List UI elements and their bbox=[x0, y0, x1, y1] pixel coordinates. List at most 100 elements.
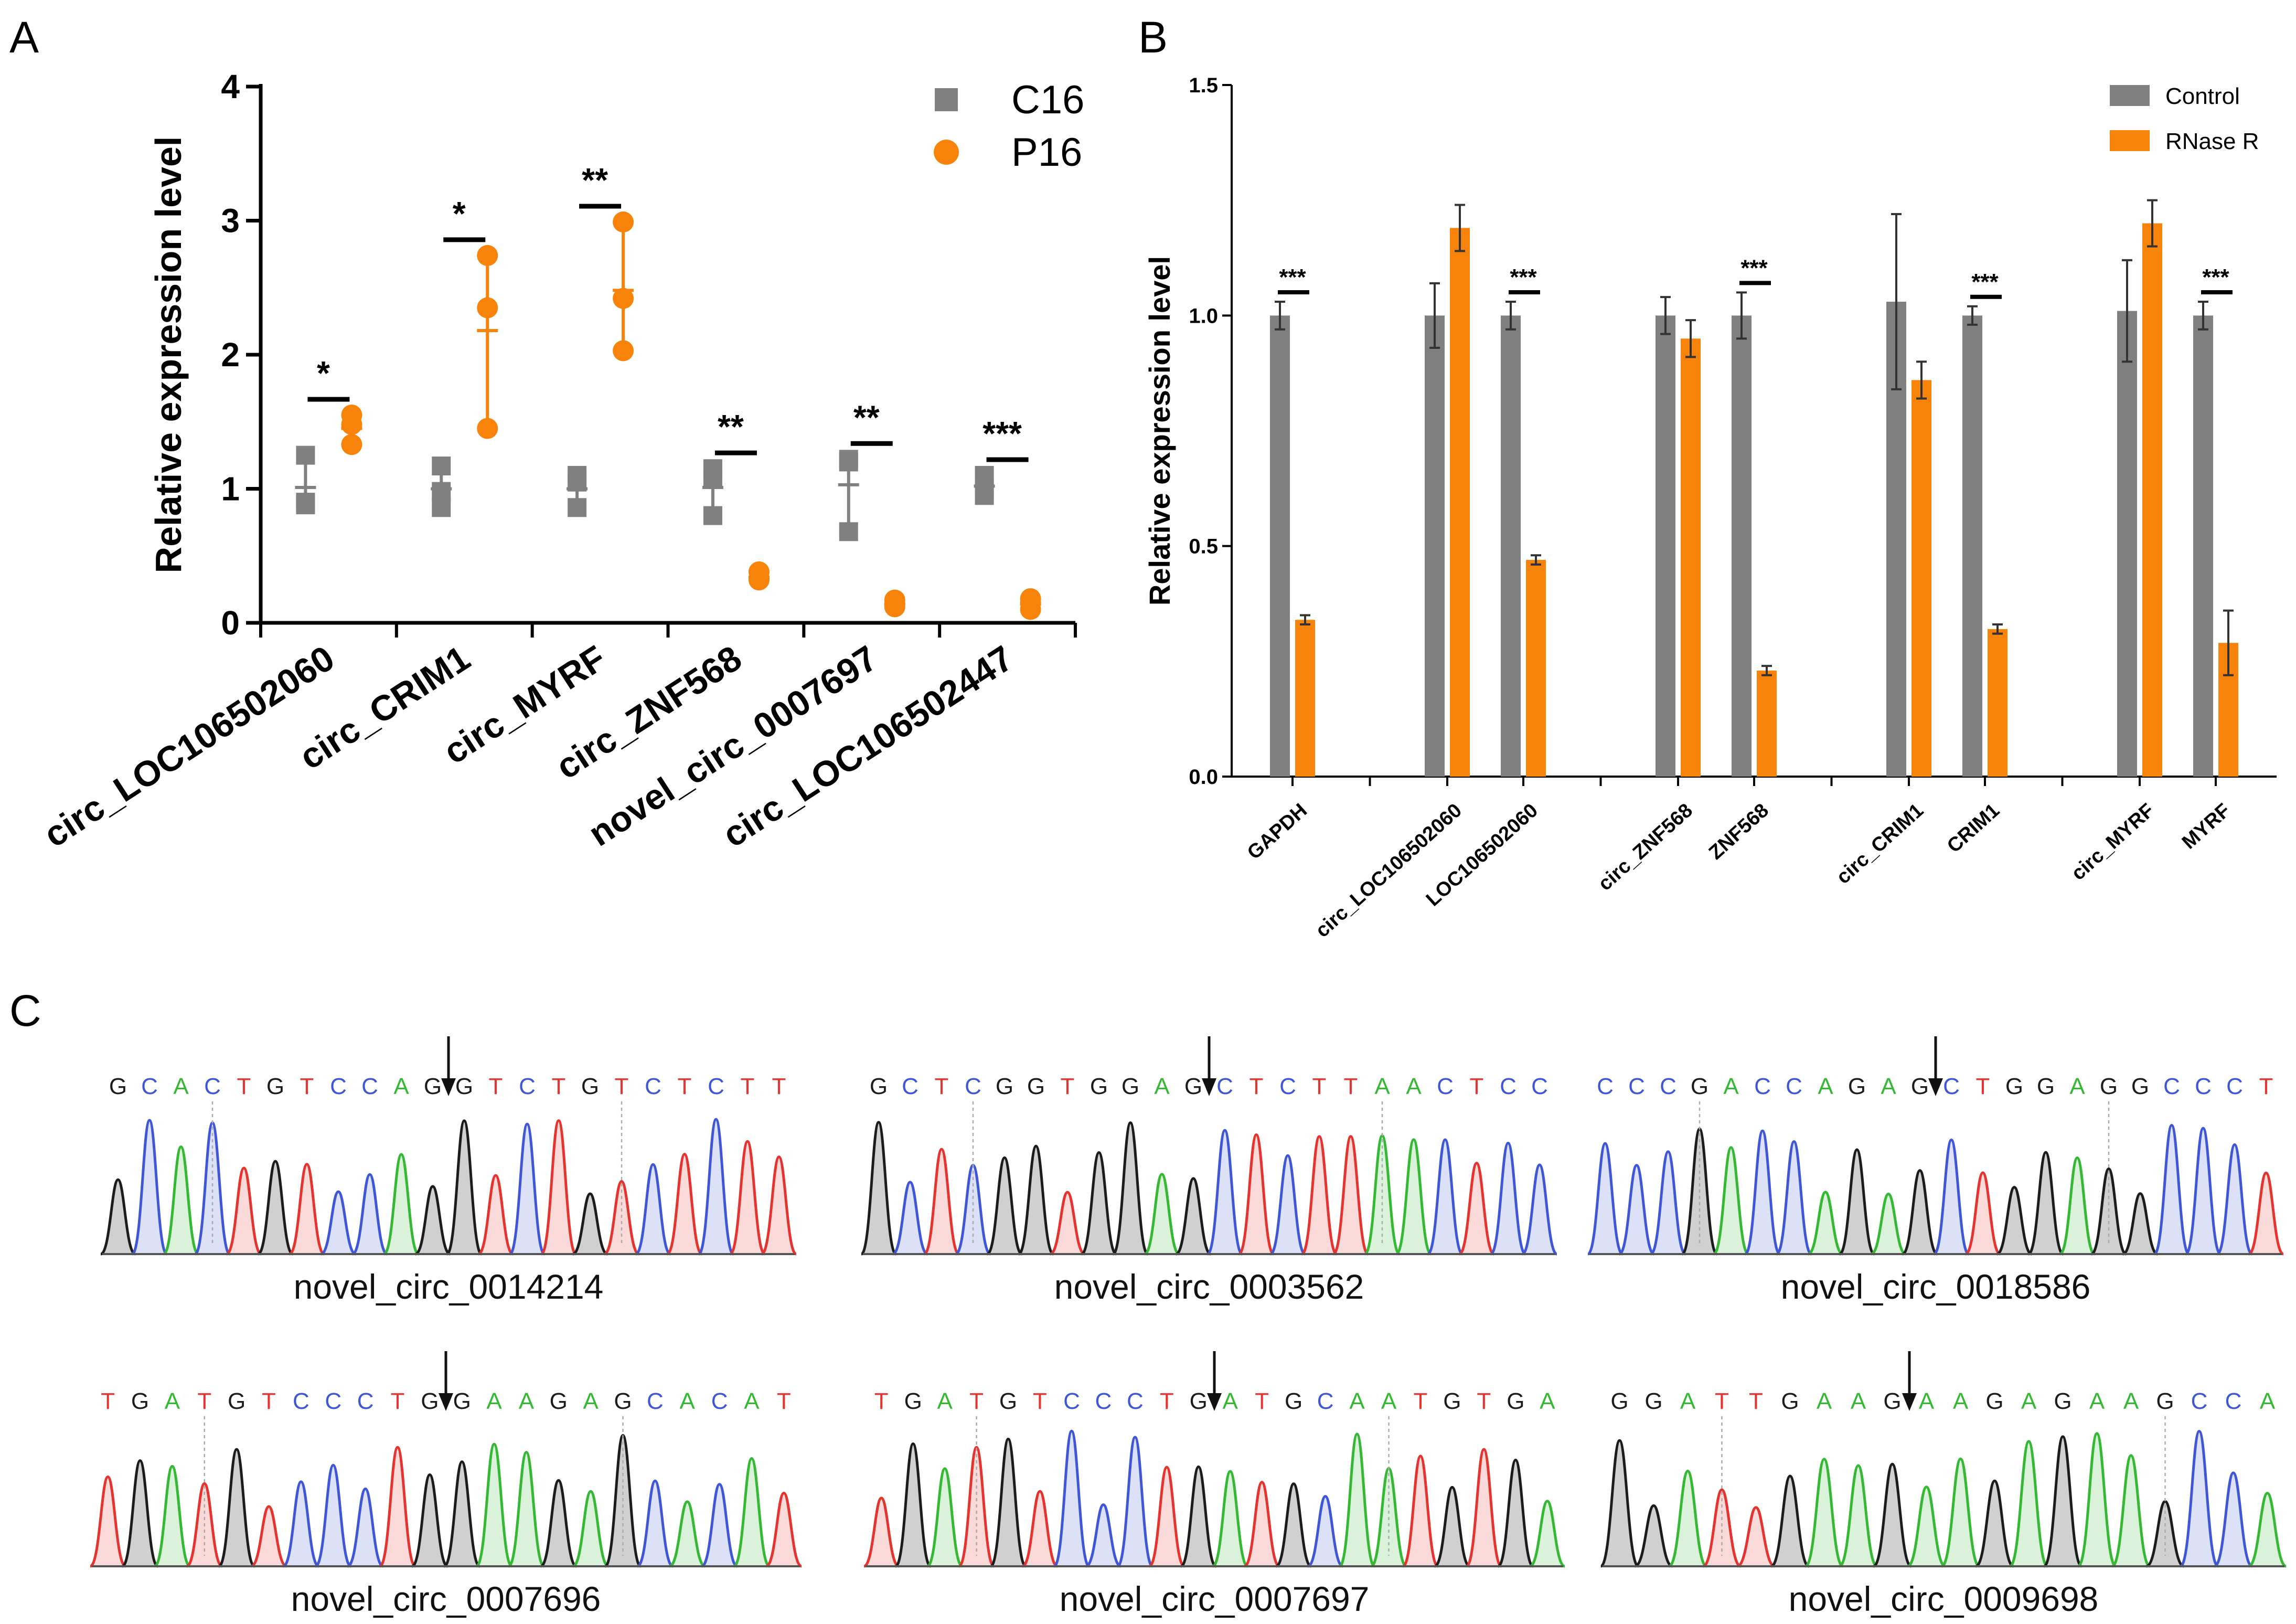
chromatogram-peak bbox=[121, 1459, 159, 1568]
x-tick-label: GAPDH bbox=[1243, 799, 1311, 864]
base-letter: C bbox=[141, 1074, 158, 1099]
base-letter: T bbox=[1715, 1388, 1729, 1414]
base-letter: T bbox=[615, 1074, 629, 1099]
base-letter: C bbox=[1437, 1074, 1454, 1099]
base-letter: G bbox=[904, 1388, 922, 1414]
chromatogram-peak bbox=[445, 1119, 483, 1256]
chromatogram-peak bbox=[666, 1153, 703, 1256]
base-letter: G bbox=[1285, 1388, 1302, 1414]
base-letter: C bbox=[1216, 1074, 1233, 1099]
data-point-circle bbox=[477, 297, 498, 319]
base-letter: A bbox=[486, 1388, 502, 1414]
chromatogram-peak bbox=[923, 1148, 960, 1256]
base-letter: G bbox=[999, 1388, 1017, 1414]
base-letter: A bbox=[1881, 1074, 1896, 1099]
trace-label: novel_circ_0009698 bbox=[1789, 1579, 2099, 1618]
base-letter: C bbox=[1095, 1388, 1112, 1414]
bar bbox=[1501, 315, 1521, 777]
base-letter: G bbox=[1691, 1074, 1708, 1099]
chromatogram-peak bbox=[2111, 1454, 2151, 1568]
base-letter: C bbox=[1063, 1388, 1080, 1414]
significance-label: * bbox=[453, 195, 466, 232]
base-letter: A bbox=[583, 1388, 599, 1414]
base-letter: G bbox=[453, 1388, 471, 1414]
data-point-square bbox=[975, 486, 994, 505]
chromatogram-peak bbox=[1238, 1133, 1275, 1256]
base-letter: A bbox=[1154, 1074, 1170, 1099]
chromatogram-peak bbox=[1634, 1504, 1673, 1568]
chromatogram-peak bbox=[320, 1190, 357, 1256]
chromatogram-peak bbox=[1116, 1436, 1154, 1568]
chromatogram-peak bbox=[1206, 1129, 1244, 1256]
significance-label: ** bbox=[582, 161, 608, 199]
chromatogram-peak bbox=[1839, 1464, 1878, 1568]
chromatogram-peak bbox=[1770, 1474, 1810, 1568]
chromatogram-peak bbox=[2145, 1500, 2185, 1568]
chromatogram-peak bbox=[863, 1496, 900, 1568]
chromatogram-peak bbox=[1402, 1455, 1439, 1568]
chromatogram-peak bbox=[1300, 1135, 1338, 1256]
data-point-square bbox=[296, 445, 315, 465]
trace-label: novel_circ_0018586 bbox=[1781, 1267, 2091, 1306]
chromatogram-peak bbox=[1529, 1500, 1566, 1568]
chromatogram-peak bbox=[1600, 1439, 1639, 1568]
base-letter: G bbox=[2054, 1388, 2071, 1414]
base-letter: C bbox=[361, 1074, 378, 1099]
chromatogram-peak bbox=[2043, 1435, 2083, 1568]
significance-label: *** bbox=[1279, 264, 1306, 290]
chart-panel-b: 0.0 0.5 1.0 1.5 Relative expression level ***… bbox=[1143, 74, 2277, 942]
chromatogram-peak bbox=[701, 1483, 738, 1568]
base-letter: G bbox=[870, 1074, 888, 1099]
base-letter: A bbox=[2089, 1388, 2105, 1414]
base-letter: T bbox=[1160, 1388, 1174, 1414]
significance-label: * bbox=[317, 354, 330, 392]
legend-label: C16 bbox=[1011, 78, 1084, 122]
chromatogram-peak bbox=[2122, 1192, 2159, 1256]
base-letter: G bbox=[581, 1074, 599, 1099]
legend-swatch bbox=[2110, 130, 2150, 151]
chromatogram-peak bbox=[289, 1163, 325, 1256]
base-letter: T bbox=[1061, 1074, 1075, 1099]
chromatogram-peak bbox=[1081, 1151, 1117, 1256]
chromatogram-peak bbox=[1996, 1185, 2033, 1256]
chromatogram-peak bbox=[217, 1448, 256, 1568]
x-tick-label: circ_CRIM1 bbox=[1832, 799, 1928, 888]
base-letter: T bbox=[1255, 1388, 1269, 1414]
chromatogram-peak bbox=[636, 1479, 674, 1568]
base-letter: A bbox=[2260, 1388, 2276, 1414]
data-point-circle bbox=[341, 413, 362, 435]
chromatogram-peak bbox=[1975, 1479, 2014, 1568]
x-tick-label: circ_MYRF bbox=[2067, 799, 2159, 885]
chromatogram-peak bbox=[1713, 1146, 1749, 1256]
bar bbox=[1911, 380, 1931, 777]
chromatogram-peak bbox=[443, 1460, 480, 1568]
base-letter: G bbox=[1644, 1388, 1662, 1414]
chromatogram-peak bbox=[1618, 1164, 1655, 1256]
data-point-circle bbox=[477, 245, 498, 266]
junction-arrow-head bbox=[441, 1078, 456, 1096]
data-point-square bbox=[432, 482, 451, 501]
chromatogram-peak bbox=[1490, 1141, 1526, 1256]
chromatogram-peak bbox=[1907, 1485, 1946, 1568]
chromatogram-peak bbox=[2180, 1430, 2219, 1568]
base-letter: G bbox=[455, 1074, 473, 1099]
chromatogram-peak bbox=[1338, 1432, 1376, 1568]
base-letter: T bbox=[1344, 1074, 1358, 1099]
base-letter: G bbox=[228, 1388, 245, 1414]
base-letter: C bbox=[1786, 1074, 1802, 1099]
base-letter: G bbox=[109, 1074, 127, 1099]
base-letter: G bbox=[1610, 1388, 1628, 1414]
chromatogram-peak bbox=[892, 1181, 928, 1256]
base-letter: C bbox=[293, 1388, 309, 1414]
chromatogram-peak bbox=[1426, 1138, 1464, 1256]
chromatogram-peak bbox=[765, 1491, 803, 1568]
chromatogram-peak bbox=[2077, 1432, 2117, 1568]
base-letter: C bbox=[1597, 1074, 1614, 1099]
y-tick-label: 1 bbox=[221, 470, 240, 508]
data-point-circle bbox=[477, 418, 498, 439]
base-letter: A bbox=[1818, 1074, 1833, 1099]
legend-swatch bbox=[2110, 85, 2150, 106]
